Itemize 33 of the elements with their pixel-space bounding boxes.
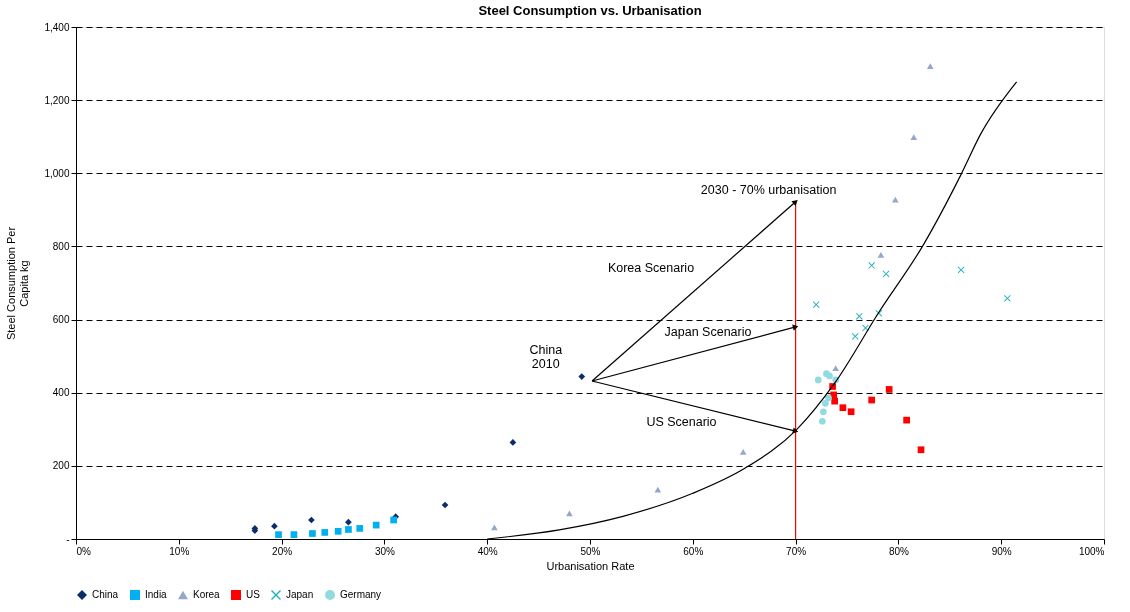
- legend-label: India: [145, 589, 168, 600]
- x-tick-label: 60%: [683, 545, 704, 557]
- x-tick-label: 80%: [888, 545, 910, 557]
- annotation: Korea Scenario: [607, 261, 695, 275]
- y-tick-label: -: [66, 533, 70, 545]
- y-tick-label: 600: [52, 314, 70, 326]
- chart-title: Steel Consumption vs. Urbanisation: [478, 3, 702, 18]
- annotation: US Scenario: [646, 414, 717, 429]
- x-axis-title: Urbanisation Rate: [546, 559, 635, 572]
- x-tick-label: 30%: [374, 545, 396, 557]
- x-tick-label: 10%: [169, 545, 190, 557]
- x-tick-label: 50%: [580, 545, 601, 557]
- legend-label: Germany: [340, 589, 382, 600]
- legend-label: Japan: [286, 589, 314, 600]
- y-tick-label: 400: [52, 387, 70, 399]
- y-tick-label: 1,000: [44, 167, 70, 179]
- x-tick-label: 100%: [1078, 545, 1105, 557]
- annotation: Japan Scenario: [664, 325, 752, 340]
- x-tick-label: 20%: [272, 545, 293, 557]
- y-tick-label: 200: [52, 460, 70, 472]
- y-tick-label: 1,400: [44, 21, 70, 33]
- legend-label: US: [246, 589, 261, 600]
- annotation: China 2010: [529, 342, 563, 372]
- y-tick-label: 800: [52, 240, 70, 252]
- legend-label: China: [92, 589, 119, 600]
- annotation: 2030 - 70% urbanisation: [700, 182, 837, 197]
- y-axis-title: Steel Consumption Per Capita kg: [5, 226, 31, 341]
- legend-label: Korea: [193, 589, 221, 600]
- x-tick-label: 40%: [477, 545, 498, 557]
- x-tick-label: 70%: [786, 545, 807, 557]
- y-tick-label: 1,200: [44, 94, 70, 106]
- x-tick-label: 90%: [991, 545, 1012, 557]
- x-tick-label: 0%: [76, 545, 92, 557]
